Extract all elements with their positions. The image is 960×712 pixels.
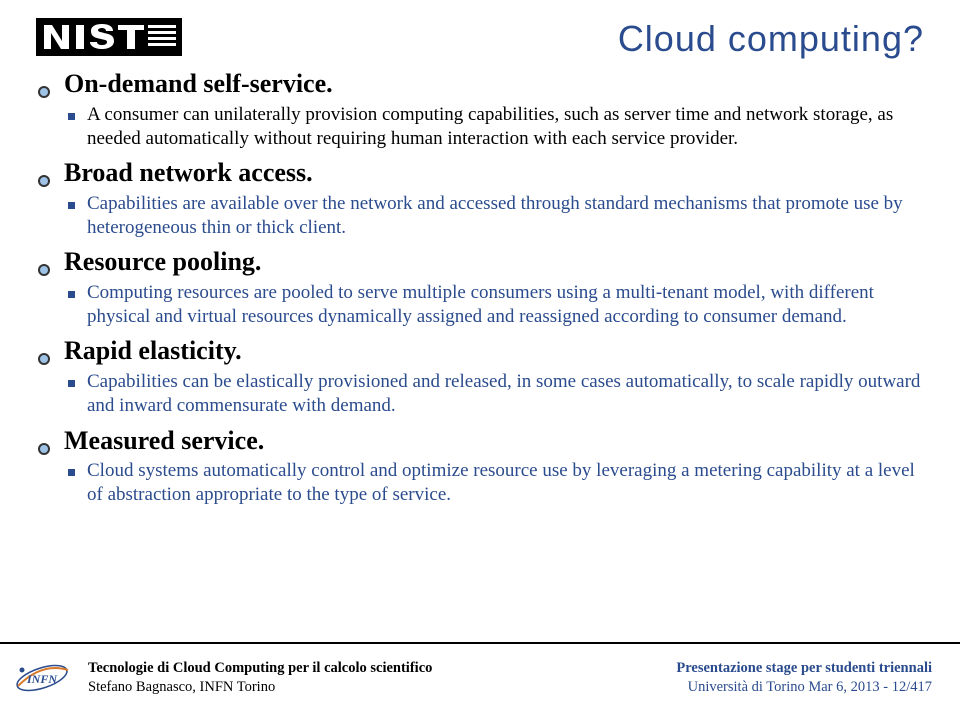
- footer: INFN Tecnologie di Cloud Computing per i…: [0, 642, 960, 712]
- bullet-icon: [38, 353, 50, 365]
- heading-item: Broad network access.: [38, 157, 924, 190]
- bullet-icon: [38, 175, 50, 187]
- body-text: Cloud systems automatically control and …: [87, 459, 924, 508]
- bullet-icon: [68, 380, 75, 387]
- bullet-icon: [38, 443, 50, 455]
- footer-right-title: Presentazione stage per studenti trienna…: [676, 659, 932, 678]
- footer-left-title: Tecnologie di Cloud Computing per il cal…: [88, 659, 676, 678]
- bullet-icon: [68, 291, 75, 298]
- bullet-icon: [68, 113, 75, 120]
- body-item: Cloud systems automatically control and …: [38, 459, 924, 508]
- bullet-icon: [68, 469, 75, 476]
- body-item: A consumer can unilaterally provision co…: [38, 103, 924, 152]
- body-item: Computing resources are pooled to serve …: [38, 281, 924, 330]
- body-text: A consumer can unilaterally provision co…: [87, 103, 924, 152]
- heading-item: Measured service.: [38, 425, 924, 458]
- body-text: Capabilities are available over the netw…: [87, 192, 924, 241]
- heading-item: Rapid elasticity.: [38, 335, 924, 368]
- slide: Cloud computing? On-demand self-service.…: [0, 0, 960, 642]
- footer-left: Tecnologie di Cloud Computing per il cal…: [88, 659, 676, 697]
- heading-item: On-demand self-service.: [38, 68, 924, 101]
- footer-left-author: Stefano Bagnasco, INFN Torino: [88, 678, 676, 697]
- heading-text: Rapid elasticity.: [64, 335, 242, 368]
- heading-text: On-demand self-service.: [64, 68, 333, 101]
- body-text: Capabilities can be elastically provisio…: [87, 370, 924, 419]
- slide-title: Cloud computing?: [618, 18, 924, 60]
- header: Cloud computing?: [36, 18, 924, 60]
- body-item: Capabilities can be elastically provisio…: [38, 370, 924, 419]
- bullet-icon: [38, 264, 50, 276]
- bullet-icon: [68, 202, 75, 209]
- footer-right-meta: Università di Torino Mar 6, 2013 - 12/41…: [676, 678, 932, 697]
- svg-text:INFN: INFN: [26, 672, 58, 686]
- body-text: Computing resources are pooled to serve …: [87, 281, 924, 330]
- heading-text: Broad network access.: [64, 157, 313, 190]
- heading-item: Resource pooling.: [38, 246, 924, 279]
- footer-right: Presentazione stage per studenti trienna…: [676, 659, 932, 697]
- bullet-icon: [38, 86, 50, 98]
- heading-text: Resource pooling.: [64, 246, 261, 279]
- heading-text: Measured service.: [64, 425, 264, 458]
- nist-logo: [36, 18, 182, 56]
- body-item: Capabilities are available over the netw…: [38, 192, 924, 241]
- infn-logo: INFN: [12, 656, 72, 700]
- content-list: On-demand self-service.A consumer can un…: [36, 68, 924, 508]
